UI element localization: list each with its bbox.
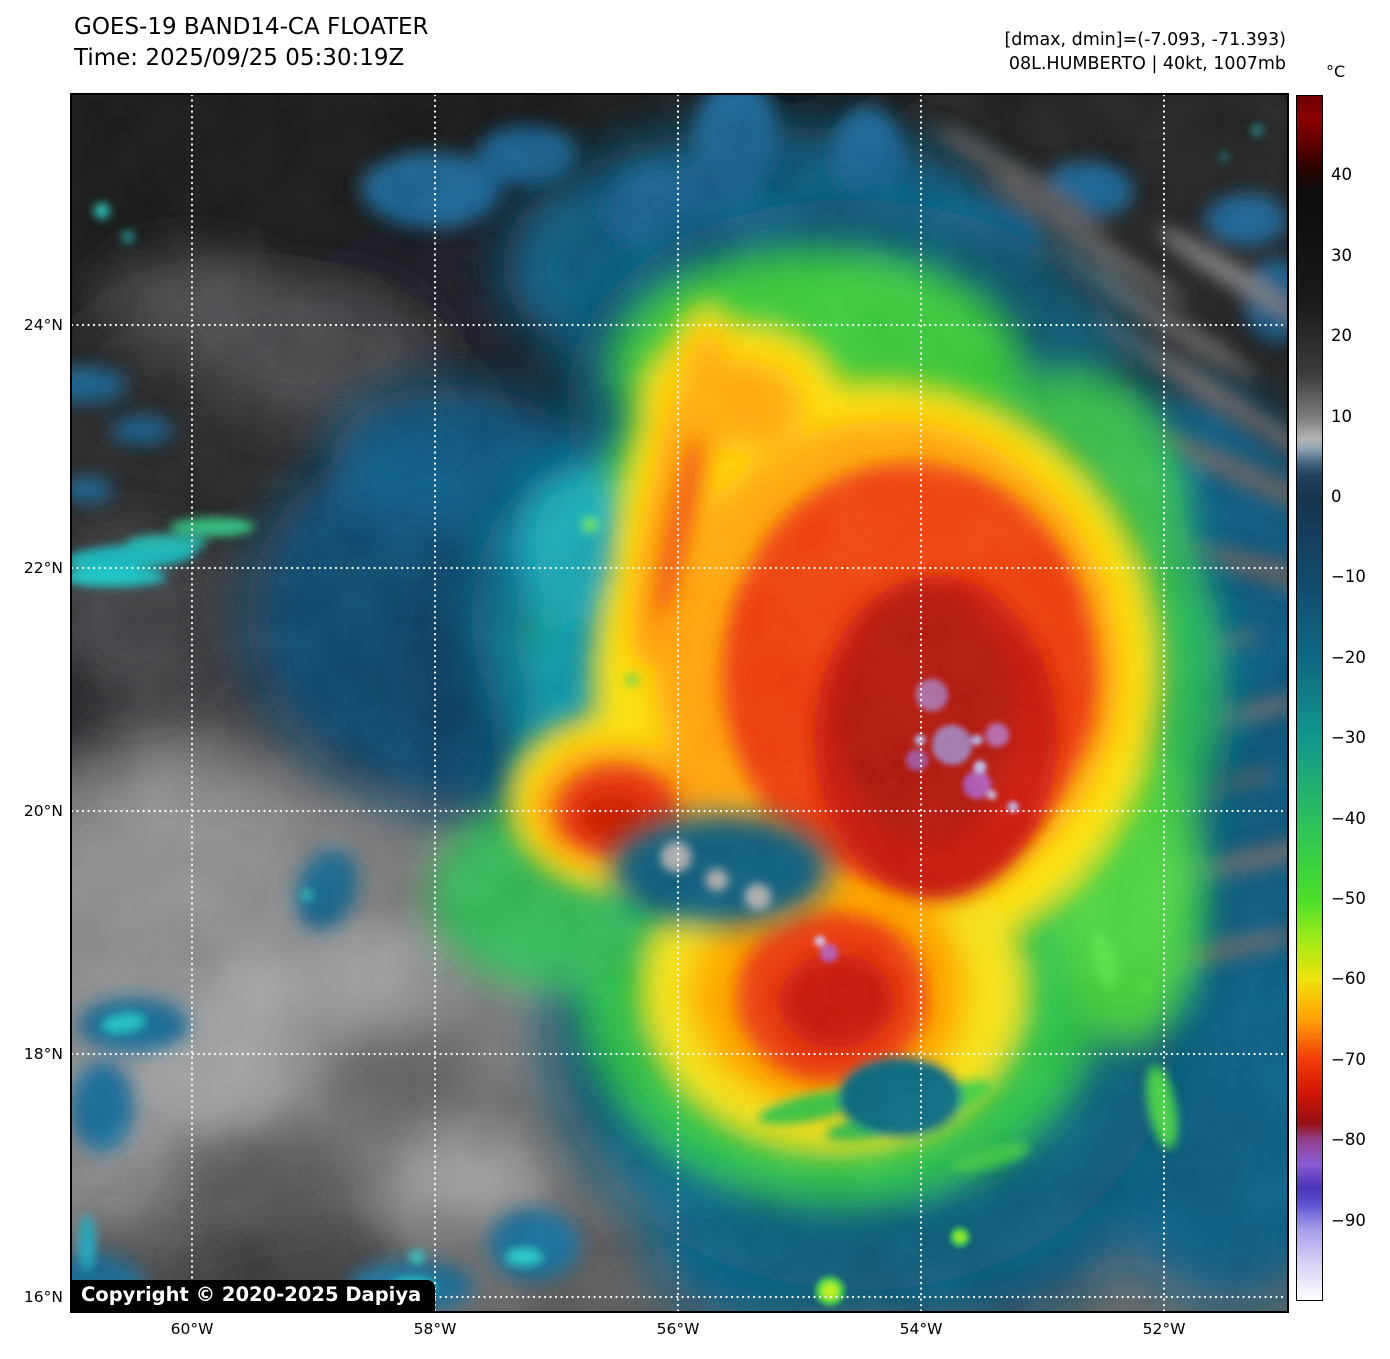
satellite-map: Copyright © 2020-2025 Dapiya	[72, 95, 1287, 1311]
timestamp: Time: 2025/09/25 05:30:19Z	[74, 45, 405, 71]
colorbar-tick-label: 20	[1331, 326, 1352, 346]
title-block: GOES-19 BAND14-CA FLOATER Time: 2025/09/…	[74, 12, 428, 74]
y-tick-label: 18°N	[23, 1045, 63, 1063]
y-tick-label: 24°N	[23, 316, 63, 334]
cloud-texture-fine	[72, 95, 1287, 1311]
colorbar-tick-label: 30	[1331, 245, 1352, 265]
colorbar-tick-label: 0	[1331, 487, 1342, 506]
temperature-colorbar	[1296, 95, 1323, 1301]
colorbar-unit-label: °C	[1326, 62, 1346, 81]
page-title: GOES-19 BAND14-CA FLOATER	[74, 14, 429, 40]
colorbar-tick-label: −40	[1331, 808, 1366, 828]
colorbar-tick-label: −60	[1331, 969, 1366, 989]
latlon-gridlines	[72, 95, 1287, 1311]
colorbar-tick-label: −50	[1331, 889, 1366, 908]
copyright-badge: Copyright © 2020-2025 Dapiya	[72, 1280, 436, 1311]
x-tick-label: 54°W	[899, 1320, 943, 1338]
dmax-dmin-readout: [dmax, dmin]=(-7.093, -71.393)	[1004, 30, 1286, 50]
storm-info: 08L.HUMBERTO | 40kt, 1007mb	[1008, 54, 1286, 74]
info-block: [dmax, dmin]=(-7.093, -71.393) 08L.HUMBE…	[1004, 28, 1286, 76]
colorbar-tick-label: −20	[1331, 647, 1366, 667]
colorbar-tick-label: −30	[1331, 728, 1366, 748]
colorbar-tick-label: −70	[1331, 1049, 1366, 1069]
x-tick-label: 52°W	[1142, 1320, 1186, 1338]
y-tick-label: 20°N	[23, 802, 63, 820]
colorbar-tick-label: 40	[1331, 165, 1352, 185]
colorbar-tick-label: −80	[1331, 1130, 1366, 1150]
y-tick-label: 16°N	[23, 1288, 63, 1306]
colorbar-tick-label: −90	[1331, 1210, 1366, 1230]
x-tick-label: 60°W	[170, 1320, 214, 1338]
x-tick-label: 58°W	[413, 1320, 457, 1338]
colorbar-tick-label: −10	[1331, 567, 1366, 587]
colorbar-tick-label: 10	[1331, 406, 1352, 426]
y-tick-label: 22°N	[23, 559, 63, 577]
x-tick-label: 56°W	[656, 1320, 700, 1338]
